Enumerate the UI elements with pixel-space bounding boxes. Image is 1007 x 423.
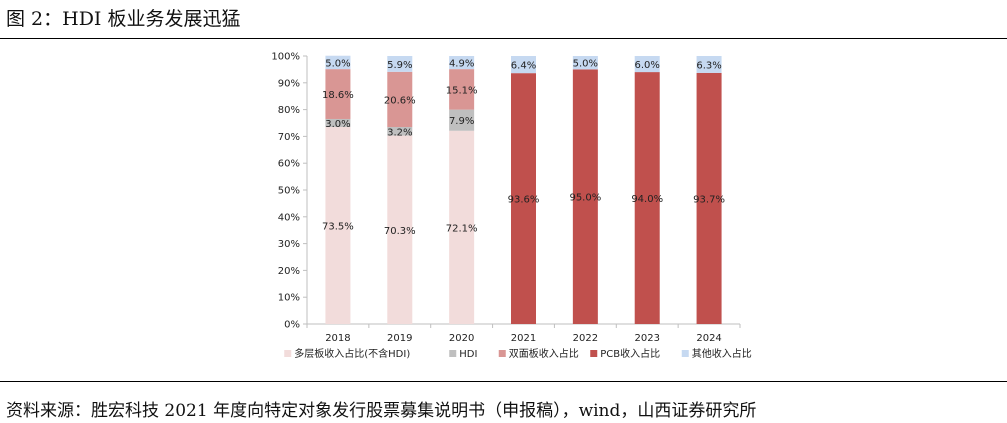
- legend-label: 双面板收入占比: [509, 347, 579, 360]
- bar-segment: [449, 109, 475, 131]
- y-tick-label: 20%: [278, 266, 300, 277]
- data-label: 72.1%: [446, 223, 478, 234]
- data-label: 73.5%: [322, 222, 354, 233]
- data-label: 18.6%: [322, 90, 354, 101]
- source-note: 资料来源：胜宏科技 2021 年度向特定对象发行股票募集说明书（申报稿），win…: [6, 401, 757, 421]
- data-label: 5.9%: [387, 60, 412, 71]
- y-tick-label: 10%: [278, 293, 300, 304]
- bar-segment: [387, 127, 413, 136]
- bar-segment: [511, 56, 536, 74]
- bar-segment: [325, 55, 351, 70]
- legend-swatch: [284, 350, 292, 357]
- bottom-rule: [0, 381, 1007, 382]
- y-tick-label: 90%: [278, 78, 300, 89]
- legend-label: 其他收入占比: [692, 347, 752, 360]
- bar-segment: [572, 69, 598, 325]
- stacked-bar-chart: 0% 10% 20% 30% 40% 50% 60% 70% 80% 90% 100% 2018 201…: [271, 52, 752, 361]
- data-label: 15.1%: [446, 85, 478, 96]
- bar-segment: [325, 127, 351, 325]
- legend-label: 多层板收入占比(不含HDI): [294, 347, 410, 360]
- bar-segment: [449, 130, 475, 324]
- data-label: 4.9%: [449, 59, 474, 70]
- data-label: 3.0%: [325, 119, 350, 130]
- bar-segment: [634, 72, 660, 324]
- y-tick-label: 80%: [278, 105, 300, 116]
- data-label: 93.7%: [693, 194, 725, 205]
- bar-segment: [696, 72, 722, 324]
- bar-segment: [325, 69, 351, 119]
- x-tick-label: 2021: [511, 333, 536, 344]
- bar-segment: [511, 73, 536, 324]
- data-label: 94.0%: [631, 194, 663, 205]
- legend-swatch: [498, 350, 506, 357]
- data-label: 70.3%: [384, 226, 416, 237]
- legend-swatch: [590, 350, 598, 357]
- legend-swatch: [449, 350, 457, 357]
- data-label: 95.0%: [569, 193, 601, 204]
- data-label: 6.3%: [696, 60, 721, 71]
- bar-segment: [387, 56, 413, 72]
- bar-segment: [449, 69, 475, 110]
- bar-segment: [696, 56, 722, 73]
- x-tick-label: 2020: [449, 333, 474, 344]
- data-label: 93.6%: [508, 195, 540, 206]
- data-label: 6.0%: [635, 60, 660, 71]
- legend-label: HDI: [459, 349, 477, 360]
- chart-axes: 0% 10% 20% 30% 40% 50% 60% 70% 80% 90% 100% 2018 201…: [271, 52, 741, 344]
- bar-segment: [572, 56, 598, 70]
- data-label: 5.0%: [573, 59, 598, 70]
- y-tick-label: 40%: [278, 212, 300, 223]
- bar-segment: [449, 56, 475, 70]
- y-tick-label: 60%: [278, 159, 300, 170]
- x-tick-label: 2019: [387, 333, 412, 344]
- x-tick-label: 2022: [573, 333, 598, 344]
- x-tick-label: 2024: [696, 333, 721, 344]
- bar-segment: [634, 56, 660, 73]
- x-tick-label: 2023: [634, 333, 659, 344]
- y-tick-label: 30%: [278, 239, 300, 250]
- bar-segment: [387, 135, 413, 324]
- data-label: 7.9%: [449, 116, 474, 127]
- chart-bars: [325, 55, 722, 325]
- data-label: 6.4%: [511, 61, 536, 72]
- y-tick-label: 0%: [284, 320, 300, 331]
- chart-data-labels: 73.5% 3.0% 18.6% 5.0% 70.3% 3.2% 20.6% 5.9% 72.1…: [322, 58, 725, 236]
- figure-title: 图 2：HDI 板业务发展迅猛: [6, 8, 241, 30]
- y-tick-label: 100%: [271, 52, 300, 63]
- data-label: 5.0%: [325, 58, 350, 69]
- legend-swatch: [681, 350, 689, 357]
- legend-label: PCB收入占比: [600, 347, 660, 360]
- y-tick-label: 70%: [278, 132, 300, 143]
- y-tick-label: 50%: [278, 186, 300, 197]
- x-tick-label: 2018: [325, 333, 350, 344]
- bar-segment: [387, 71, 413, 128]
- bar-segment: [325, 118, 351, 128]
- chart-legend: 多层板收入占比(不含HDI) HDI 双面板收入占比 PCB收入占比 其他收入占比: [284, 347, 752, 360]
- top-rule: [0, 38, 1007, 39]
- data-label: 3.2%: [387, 127, 412, 138]
- data-label: 20.6%: [384, 95, 416, 106]
